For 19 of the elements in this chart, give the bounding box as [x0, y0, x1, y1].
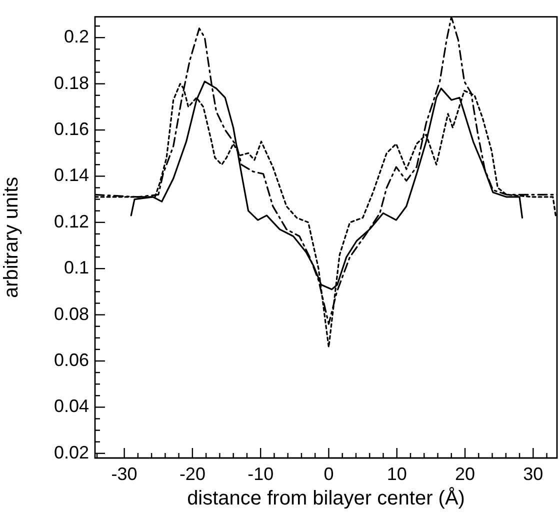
x-tick-label: -10 — [248, 464, 274, 484]
x-tick-label: 10 — [386, 464, 407, 484]
y-tick-label: 0.08 — [54, 304, 89, 324]
y-tick-label: 0.12 — [54, 211, 89, 232]
x-tick-label: 0 — [324, 464, 334, 484]
x-axis-title: distance from bilayer center (Å) — [187, 486, 465, 510]
x-tick-label: 20 — [454, 464, 476, 484]
x-tick-label: 30 — [523, 464, 544, 484]
y-tick-label: 0.06 — [54, 350, 89, 370]
y-tick-label: 0.2 — [64, 26, 89, 47]
y-tick-label: 0.02 — [54, 442, 89, 462]
x-tick-label: -30 — [111, 464, 138, 484]
y-tick-label: 0.14 — [54, 165, 89, 186]
y-tick-label: 0.04 — [54, 396, 89, 416]
y-tick-label: 0.18 — [54, 72, 89, 93]
x-tick-label: -20 — [179, 464, 206, 484]
y-axis-title: arbitrary units — [0, 176, 23, 298]
y-tick-label: 0.1 — [64, 258, 89, 278]
y-tick-label: 0.16 — [54, 118, 89, 139]
